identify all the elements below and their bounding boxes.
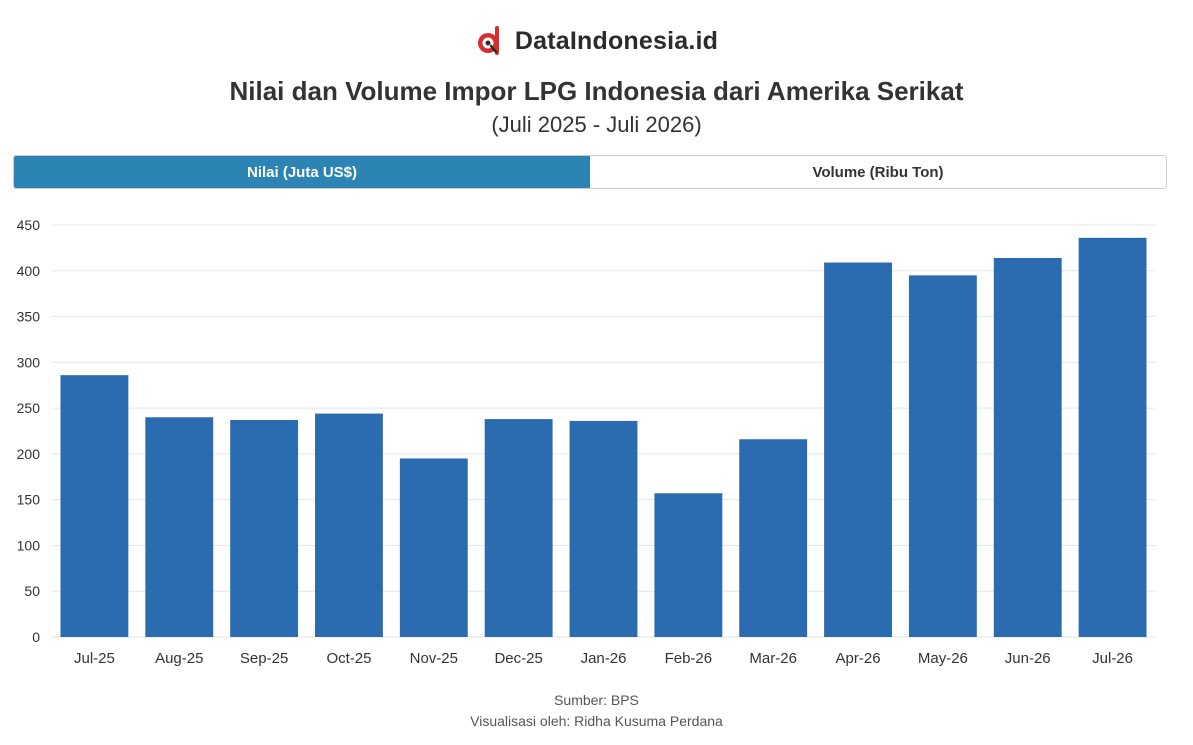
y-tick-label: 250: [17, 400, 41, 416]
y-tick-label: 50: [24, 583, 40, 599]
y-tick-label: 0: [32, 629, 40, 645]
x-tick-label: May-26: [918, 650, 968, 667]
brand-name: DataIndonesia.id: [514, 26, 719, 55]
y-tick-label: 100: [17, 537, 41, 553]
x-tick-label: Jun-26: [1005, 650, 1051, 667]
x-tick-label: Dec-25: [494, 650, 542, 667]
x-tick-label: Nov-25: [410, 650, 458, 667]
x-tick-label: Jan-26: [581, 650, 627, 667]
bar: [569, 420, 638, 637]
chart-title: Nilai dan Volume Impor LPG Indonesia dar…: [229, 76, 964, 106]
x-tick-label: Aug-25: [155, 650, 203, 667]
x-tick-label: Sep-25: [240, 650, 288, 667]
bar: [484, 419, 553, 637]
bar: [824, 262, 892, 637]
bar-chart: 0 50 100 150 200 250 300 350 400 450 Jul-25 Aug-25 S…: [17, 217, 1155, 667]
bar: [315, 413, 383, 637]
bar: [654, 493, 723, 637]
bar: [908, 275, 977, 637]
bar: [145, 417, 214, 637]
y-tick-label: 300: [17, 354, 41, 370]
bar: [230, 420, 299, 637]
bar: [739, 439, 808, 637]
x-tick-label: Feb-26: [665, 650, 713, 667]
y-tick-label: 350: [17, 309, 41, 325]
y-tick-label: 450: [17, 217, 41, 233]
x-tick-label: Jul-25: [74, 650, 115, 667]
x-tick-label: Mar-26: [749, 650, 797, 667]
bar: [399, 458, 468, 637]
x-tick-label: Oct-25: [326, 650, 371, 667]
x-tick-label: Apr-26: [836, 650, 881, 667]
credit-note: Visualisasi oleh: Ridha Kusuma Perdana: [470, 713, 723, 729]
y-tick-label: 200: [17, 446, 41, 462]
y-tick-label: 150: [17, 492, 41, 508]
metric-tabs: Nilai (Juta US$) Volume (Ribu Ton): [13, 155, 1167, 189]
tab-nilai[interactable]: Nilai (Juta US$): [14, 156, 590, 188]
x-tick-label: Jul-26: [1092, 650, 1133, 667]
chart-subtitle: (Juli 2025 - Juli 2026): [491, 112, 702, 137]
brand: DataIndonesia.id: [0, 26, 1193, 56]
dataindonesia-logo-icon: [477, 26, 499, 55]
tab-volume[interactable]: Volume (Ribu Ton): [590, 156, 1166, 188]
source-note: Sumber: BPS: [554, 692, 639, 708]
bar: [1078, 237, 1147, 637]
bar: [60, 375, 129, 637]
y-tick-label: 400: [17, 263, 41, 279]
bar: [993, 257, 1062, 637]
